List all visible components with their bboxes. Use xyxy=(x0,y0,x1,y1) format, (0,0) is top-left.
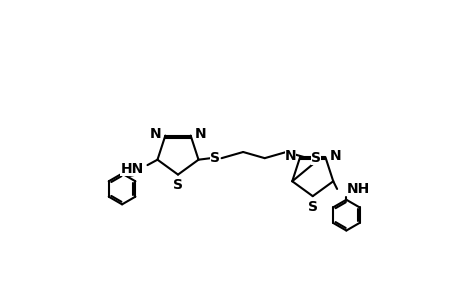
Text: S: S xyxy=(310,151,320,165)
Text: N: N xyxy=(284,148,296,163)
Text: NH: NH xyxy=(346,182,369,196)
Text: S: S xyxy=(210,151,220,165)
Text: N: N xyxy=(194,127,206,141)
Text: N: N xyxy=(329,148,340,163)
Text: N: N xyxy=(150,127,161,141)
Text: HN: HN xyxy=(120,162,143,176)
Text: S: S xyxy=(173,178,183,193)
Text: S: S xyxy=(307,200,317,214)
